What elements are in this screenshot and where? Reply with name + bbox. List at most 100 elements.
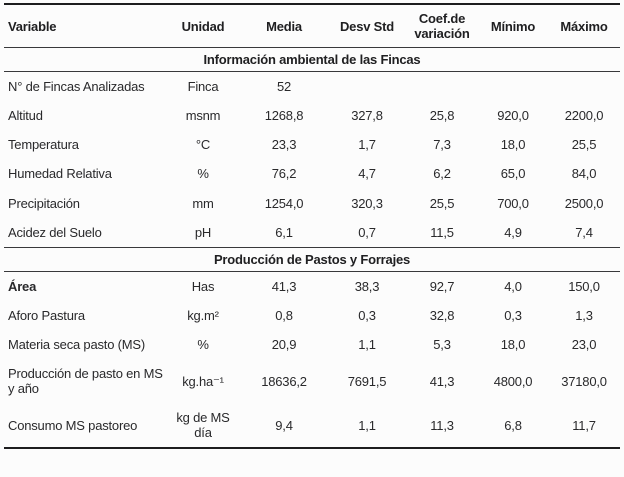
variable-cell: Consumo MS pastoreo bbox=[8, 417, 138, 433]
variable-cell: Materia seca pasto (MS) bbox=[8, 336, 146, 352]
table-row: Precipitación mm 1254,0 320,3 25,5 700,0 2500,… bbox=[4, 189, 620, 218]
value-cell: 52 bbox=[276, 79, 292, 95]
table-row: Altitud msnm 1268,8 327,8 25,8 920,0 2200,0 bbox=[4, 101, 620, 130]
variable-cell: Humedad Relativa bbox=[8, 166, 112, 182]
unit-cell: pH bbox=[194, 224, 212, 240]
value-cell: 11,5 bbox=[430, 224, 454, 240]
value-cell: 1,1 bbox=[358, 417, 376, 433]
table-row: Materia seca pasto (MS)% 20,9 1,1 5,3 18,0 23… bbox=[4, 330, 620, 359]
unit-cell: kg.ha⁻¹ bbox=[182, 373, 224, 389]
value-cell: 41,3 bbox=[429, 373, 455, 389]
column-header-media: Media bbox=[266, 18, 302, 34]
value-cell: 327,8 bbox=[351, 108, 383, 124]
value-cell: 7691,5 bbox=[347, 373, 387, 389]
value-cell: 0,3 bbox=[504, 307, 522, 323]
value-cell: 2500,0 bbox=[564, 195, 604, 211]
value-cell: 1,1 bbox=[358, 336, 376, 352]
value-cell: 1,3 bbox=[575, 307, 593, 323]
value-cell: 0,8 bbox=[275, 307, 293, 323]
table-row: Consumo MS pastoreo kg de MS día 9,4 1,1 11,… bbox=[4, 403, 620, 448]
unit-cell: kg de MS día bbox=[176, 410, 230, 441]
value-cell: 4,7 bbox=[358, 166, 376, 182]
header-row: Variable Unidad Media Desv Std Coef.de v… bbox=[4, 4, 620, 48]
statistics-table: Variable Unidad Media Desv Std Coef.de v… bbox=[4, 3, 620, 450]
value-cell: 25,5 bbox=[429, 195, 455, 211]
section-title: Producción de Pastos y Forrajes bbox=[4, 246, 620, 272]
value-cell: 11,3 bbox=[430, 417, 454, 433]
column-header-variable: Variable bbox=[8, 18, 57, 34]
value-cell bbox=[548, 72, 620, 102]
value-cell: 4,9 bbox=[504, 224, 522, 240]
column-header-maximo: Máximo bbox=[560, 18, 608, 34]
variable-cell: Área bbox=[8, 278, 37, 294]
value-cell: 11,7 bbox=[572, 417, 596, 433]
variable-cell: N° de Fincas Analizadas bbox=[8, 79, 145, 95]
statistics-table-container: Variable Unidad Media Desv Std Coef.de v… bbox=[4, 3, 620, 450]
column-header-unidad: Unidad bbox=[181, 18, 225, 34]
value-cell: 7,3 bbox=[433, 137, 451, 153]
value-cell: 700,0 bbox=[497, 195, 529, 211]
value-cell bbox=[478, 72, 548, 102]
value-cell: 6,1 bbox=[275, 224, 293, 240]
unit-cell: % bbox=[197, 336, 209, 352]
value-cell: 92,7 bbox=[429, 278, 455, 294]
variable-cell: Altitud bbox=[8, 108, 43, 124]
table-row: Aforo Pastura kg.m² 0,8 0,3 32,8 0,3 1,3 bbox=[4, 301, 620, 330]
unit-cell: % bbox=[197, 166, 209, 182]
value-cell: 32,8 bbox=[429, 307, 455, 323]
value-cell: 65,0 bbox=[500, 166, 526, 182]
value-cell: 9,4 bbox=[275, 417, 293, 433]
value-cell: 41,3 bbox=[271, 278, 297, 294]
table-row: Área Has 41,3 38,3 92,7 4,0 150,0 bbox=[4, 271, 620, 301]
value-cell: 320,3 bbox=[351, 195, 383, 211]
value-cell: 0,7 bbox=[358, 224, 376, 240]
value-cell: 4800,0 bbox=[493, 373, 533, 389]
value-cell bbox=[328, 72, 406, 102]
table-row: Acidez del Suelo pH 6,1 0,7 11,5 4,9 7,4 bbox=[4, 218, 620, 248]
value-cell: 2200,0 bbox=[564, 108, 604, 124]
value-cell: 25,8 bbox=[429, 108, 455, 124]
unit-cell: Has bbox=[191, 278, 215, 294]
value-cell: 5,3 bbox=[433, 336, 451, 352]
unit-cell: Finca bbox=[187, 79, 219, 95]
column-header-minimo: Mínimo bbox=[490, 18, 536, 34]
table-row: Producción de pasto en MS y año kg.ha⁻¹ 18… bbox=[4, 359, 620, 403]
table-row: Humedad Relativa% 76,2 4,7 6,2 65,0 84,0 bbox=[4, 159, 620, 188]
value-cell: 25,5 bbox=[571, 137, 597, 153]
value-cell: 7,4 bbox=[575, 224, 593, 240]
unit-cell: mm bbox=[192, 195, 214, 211]
unit-cell: msnm bbox=[185, 108, 221, 124]
value-cell: 76,2 bbox=[271, 166, 297, 182]
unit-cell: °C bbox=[195, 137, 211, 153]
value-cell: 84,0 bbox=[571, 166, 597, 182]
value-cell: 6,8 bbox=[504, 417, 522, 433]
column-header-desv-std: Desv Std bbox=[339, 18, 395, 34]
value-cell: 1254,0 bbox=[264, 195, 304, 211]
variable-cell: Temperatura bbox=[8, 137, 79, 153]
value-cell: 150,0 bbox=[568, 278, 600, 294]
value-cell: 38,3 bbox=[354, 278, 380, 294]
value-cell: 18,0 bbox=[500, 137, 526, 153]
variable-cell: Aforo Pastura bbox=[8, 307, 85, 323]
column-header-coef-variacion: Coef.de variación bbox=[414, 11, 470, 42]
value-cell: 18636,2 bbox=[261, 373, 307, 389]
value-cell: 23,0 bbox=[571, 336, 597, 352]
value-cell: 20,9 bbox=[271, 336, 297, 352]
value-cell: 6,2 bbox=[433, 166, 451, 182]
variable-cell: Precipitación bbox=[8, 195, 80, 211]
value-cell: 4,0 bbox=[504, 278, 522, 294]
value-cell: 37180,0 bbox=[561, 373, 607, 389]
value-cell: 23,3 bbox=[271, 137, 297, 153]
section-title-row: Producción de Pastos y Forrajes bbox=[4, 246, 620, 272]
variable-cell: Producción de pasto en MS y año bbox=[8, 366, 163, 397]
unit-cell: kg.m² bbox=[187, 307, 219, 323]
table-row: N° de Fincas Analizadas Finca 52 bbox=[4, 72, 620, 102]
section-title: Información ambiental de las Fincas bbox=[4, 47, 620, 73]
value-cell: 1268,8 bbox=[264, 108, 304, 124]
value-cell: 0,3 bbox=[358, 307, 376, 323]
variable-cell: Acidez del Suelo bbox=[8, 224, 102, 240]
value-cell: 18,0 bbox=[500, 336, 526, 352]
value-cell: 1,7 bbox=[358, 137, 376, 153]
value-cell bbox=[406, 72, 478, 102]
section-title-row: Información ambiental de las Fincas bbox=[4, 47, 620, 73]
